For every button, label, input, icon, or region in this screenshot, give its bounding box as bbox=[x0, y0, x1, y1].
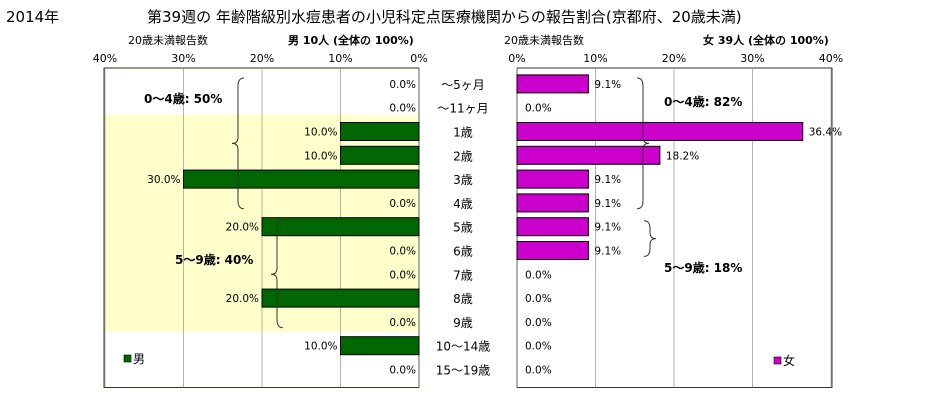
value-label: 0.0% bbox=[525, 269, 552, 281]
category-label: 3歳 bbox=[453, 173, 473, 187]
bar bbox=[183, 169, 420, 189]
group-annotation: 5～9歳: 18% bbox=[664, 260, 742, 275]
value-label: 9.1% bbox=[594, 222, 621, 234]
value-label: 36.4% bbox=[809, 127, 842, 139]
chart-title: 第39週の 年齢階級別水痘患者の小児科定点医療機関からの報告割合(京都府、20歳… bbox=[147, 8, 742, 26]
group-brace bbox=[636, 77, 650, 210]
value-label: 0.0% bbox=[525, 317, 552, 329]
group-annotation: 5～9歳: 40% bbox=[175, 252, 253, 267]
tick-label: 0% bbox=[410, 52, 427, 65]
tick-label: 0% bbox=[508, 52, 525, 65]
axis-caption: 20歳未満報告数 bbox=[504, 34, 584, 47]
axis-caption: 20歳未満報告数 bbox=[128, 34, 208, 47]
legend-swatch bbox=[123, 354, 132, 363]
value-label: 9.1% bbox=[594, 246, 621, 258]
category-label: 8歳 bbox=[453, 292, 473, 306]
bar bbox=[516, 193, 589, 213]
value-label: 10.0% bbox=[304, 341, 337, 353]
female-panel: 0% 10% 20% 30% 40% 20歳未満報告数 女 39人 (全体の 100%) 9.… bbox=[504, 33, 843, 388]
category-label: 10～14歳 bbox=[436, 340, 491, 354]
category-label: 7歳 bbox=[453, 268, 473, 282]
category-label: 15～19歳 bbox=[436, 364, 491, 378]
tick-label: 30% bbox=[171, 52, 195, 65]
value-label: 0.0% bbox=[525, 103, 552, 115]
bar bbox=[340, 122, 420, 141]
category-label: ～11ヶ月 bbox=[437, 102, 488, 116]
value-label: 0.0% bbox=[389, 317, 416, 329]
tick-label: 20% bbox=[662, 52, 686, 65]
bar bbox=[340, 145, 420, 165]
bar bbox=[516, 217, 589, 237]
category-label: 2歳 bbox=[453, 149, 473, 163]
tick-label: 30% bbox=[740, 52, 764, 65]
tick-label: 20% bbox=[250, 52, 274, 65]
bar bbox=[261, 217, 420, 237]
value-label: 0.0% bbox=[525, 293, 552, 305]
bar bbox=[261, 288, 420, 308]
category-label: 9歳 bbox=[453, 316, 473, 330]
value-label: 30.0% bbox=[147, 174, 180, 186]
value-label: 9.1% bbox=[594, 198, 621, 210]
value-label: 0.0% bbox=[389, 103, 416, 115]
group-annotation: 0～4歳: 82% bbox=[664, 94, 742, 109]
value-label: 0.0% bbox=[389, 269, 416, 281]
value-label: 20.0% bbox=[226, 222, 259, 234]
value-label: 0.0% bbox=[389, 365, 416, 377]
legend-swatch bbox=[773, 356, 782, 365]
group-brace bbox=[270, 220, 284, 329]
tick-label: 10% bbox=[583, 52, 607, 65]
bar bbox=[340, 336, 420, 356]
group-brace bbox=[231, 77, 245, 210]
value-label: 20.0% bbox=[226, 293, 259, 305]
value-label: 0.0% bbox=[525, 365, 552, 377]
value-label: 10.0% bbox=[304, 150, 337, 162]
value-label: 9.1% bbox=[594, 79, 621, 91]
value-label: 18.2% bbox=[666, 150, 699, 162]
value-label: 0.0% bbox=[525, 341, 552, 353]
category-label: 4歳 bbox=[453, 197, 473, 211]
category-label: 6歳 bbox=[453, 245, 473, 259]
male-panel: 40% 30% 20% 10% 0% 20歳未満報告数 男 10人 (全体の 100%) 0.… bbox=[93, 33, 428, 388]
value-label: 0.0% bbox=[389, 198, 416, 210]
panel-title: 男 10人 (全体の 100%) bbox=[288, 33, 414, 47]
bar bbox=[516, 122, 804, 141]
tick-label: 10% bbox=[328, 52, 352, 65]
category-label: ～5ヶ月 bbox=[441, 78, 485, 92]
category-label: 5歳 bbox=[453, 221, 473, 235]
bar bbox=[516, 145, 661, 165]
chart-year: 2014年 bbox=[6, 8, 59, 26]
tick-label: 40% bbox=[819, 52, 843, 65]
plot-band-top bbox=[105, 69, 418, 115]
bar bbox=[516, 241, 589, 260]
value-label: 0.0% bbox=[389, 246, 416, 258]
tick-label: 40% bbox=[93, 52, 117, 65]
legend-label: 男 bbox=[133, 352, 145, 366]
bar bbox=[516, 74, 589, 94]
legend-label: 女 bbox=[783, 353, 795, 368]
value-label: 10.0% bbox=[304, 127, 337, 139]
category-label: 1歳 bbox=[453, 126, 473, 140]
group-brace bbox=[643, 220, 657, 257]
value-label: 0.0% bbox=[389, 79, 416, 91]
group-annotation: 0～4歳: 50% bbox=[144, 91, 222, 106]
bar bbox=[516, 169, 589, 189]
panel-title: 女 39人 (全体の 100%) bbox=[703, 33, 829, 47]
value-label: 9.1% bbox=[594, 174, 621, 186]
